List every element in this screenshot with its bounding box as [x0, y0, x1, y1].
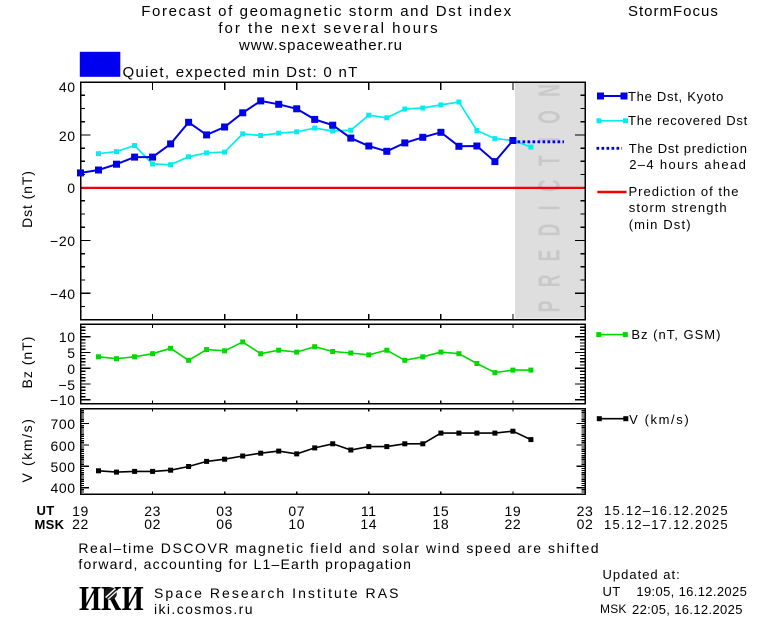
svg-text:PREDICTION: PREDICTION — [532, 71, 567, 312]
